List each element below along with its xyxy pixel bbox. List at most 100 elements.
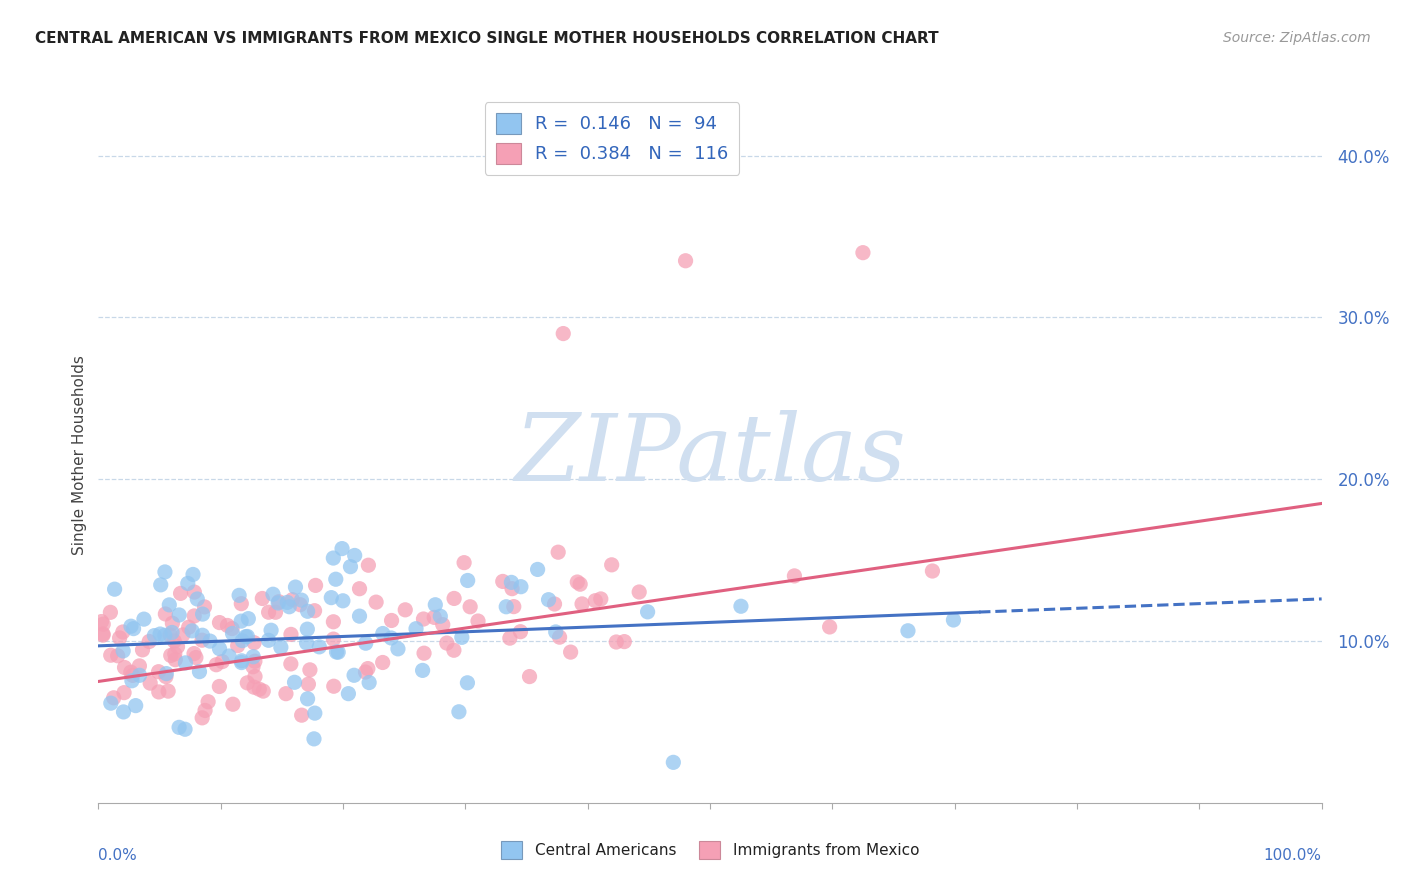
- Point: [675, 253, 697, 268]
- Point: [183, 647, 205, 661]
- Point: [298, 663, 321, 677]
- Point: [304, 578, 326, 592]
- Point: [243, 654, 266, 668]
- Point: [284, 580, 307, 594]
- Point: [231, 633, 253, 648]
- Point: [662, 756, 685, 770]
- Point: [208, 680, 231, 694]
- Point: [567, 575, 589, 590]
- Point: [321, 591, 343, 605]
- Point: [322, 615, 344, 629]
- Point: [197, 695, 219, 709]
- Point: [166, 640, 188, 654]
- Point: [349, 582, 371, 596]
- Point: [91, 628, 114, 642]
- Point: [193, 599, 215, 614]
- Point: [278, 599, 301, 614]
- Point: [357, 558, 380, 573]
- Point: [371, 656, 394, 670]
- Point: [343, 668, 366, 682]
- Point: [322, 632, 344, 646]
- Point: [121, 673, 143, 688]
- Point: [188, 665, 211, 679]
- Point: [238, 612, 260, 626]
- Point: [218, 648, 240, 663]
- Point: [337, 687, 360, 701]
- Text: Source: ZipAtlas.com: Source: ZipAtlas.com: [1223, 31, 1371, 45]
- Point: [267, 595, 290, 609]
- Point: [160, 625, 183, 640]
- Point: [91, 617, 114, 632]
- Point: [148, 665, 170, 679]
- Point: [132, 612, 155, 626]
- Point: [290, 598, 312, 612]
- Point: [177, 576, 200, 591]
- Point: [380, 614, 402, 628]
- Point: [308, 640, 330, 654]
- Point: [243, 669, 266, 683]
- Point: [280, 627, 302, 641]
- Point: [208, 641, 231, 656]
- Point: [281, 592, 304, 607]
- Point: [100, 648, 122, 663]
- Point: [111, 625, 134, 640]
- Point: [328, 645, 350, 659]
- Point: [143, 629, 166, 643]
- Point: [499, 631, 522, 645]
- Point: [526, 562, 548, 576]
- Point: [165, 653, 187, 667]
- Point: [458, 599, 481, 614]
- Point: [501, 575, 523, 590]
- Point: [583, 593, 606, 607]
- Point: [443, 643, 465, 657]
- Point: [205, 657, 228, 672]
- Point: [247, 682, 270, 697]
- Text: ZIPatlas: ZIPatlas: [515, 410, 905, 500]
- Point: [125, 698, 148, 713]
- Point: [242, 659, 264, 673]
- Point: [637, 605, 659, 619]
- Point: [357, 662, 380, 676]
- Point: [371, 626, 394, 640]
- Point: [852, 245, 875, 260]
- Point: [274, 687, 297, 701]
- Point: [114, 660, 136, 674]
- Point: [547, 545, 569, 559]
- Point: [172, 628, 194, 642]
- Point: [297, 604, 319, 618]
- Point: [243, 680, 266, 694]
- Point: [605, 635, 627, 649]
- Point: [921, 564, 943, 578]
- Point: [228, 588, 250, 602]
- Point: [252, 684, 274, 698]
- Point: [148, 685, 170, 699]
- Point: [553, 326, 575, 341]
- Point: [157, 684, 180, 698]
- Point: [100, 605, 122, 619]
- Point: [186, 592, 208, 607]
- Point: [128, 668, 150, 682]
- Point: [139, 676, 162, 690]
- Point: [339, 559, 361, 574]
- Point: [153, 628, 176, 642]
- Point: [231, 614, 253, 628]
- Point: [122, 622, 145, 636]
- Point: [818, 620, 841, 634]
- Point: [231, 656, 253, 670]
- Point: [330, 541, 353, 556]
- Point: [613, 634, 636, 648]
- Point: [236, 676, 259, 690]
- Point: [159, 628, 181, 642]
- Point: [243, 636, 266, 650]
- Point: [183, 585, 205, 599]
- Point: [104, 582, 127, 597]
- Text: 100.0%: 100.0%: [1264, 848, 1322, 863]
- Point: [226, 639, 249, 653]
- Point: [405, 622, 427, 636]
- Point: [155, 669, 177, 683]
- Point: [304, 706, 326, 720]
- Point: [112, 686, 135, 700]
- Point: [222, 697, 245, 711]
- Point: [181, 567, 204, 582]
- Point: [501, 582, 523, 596]
